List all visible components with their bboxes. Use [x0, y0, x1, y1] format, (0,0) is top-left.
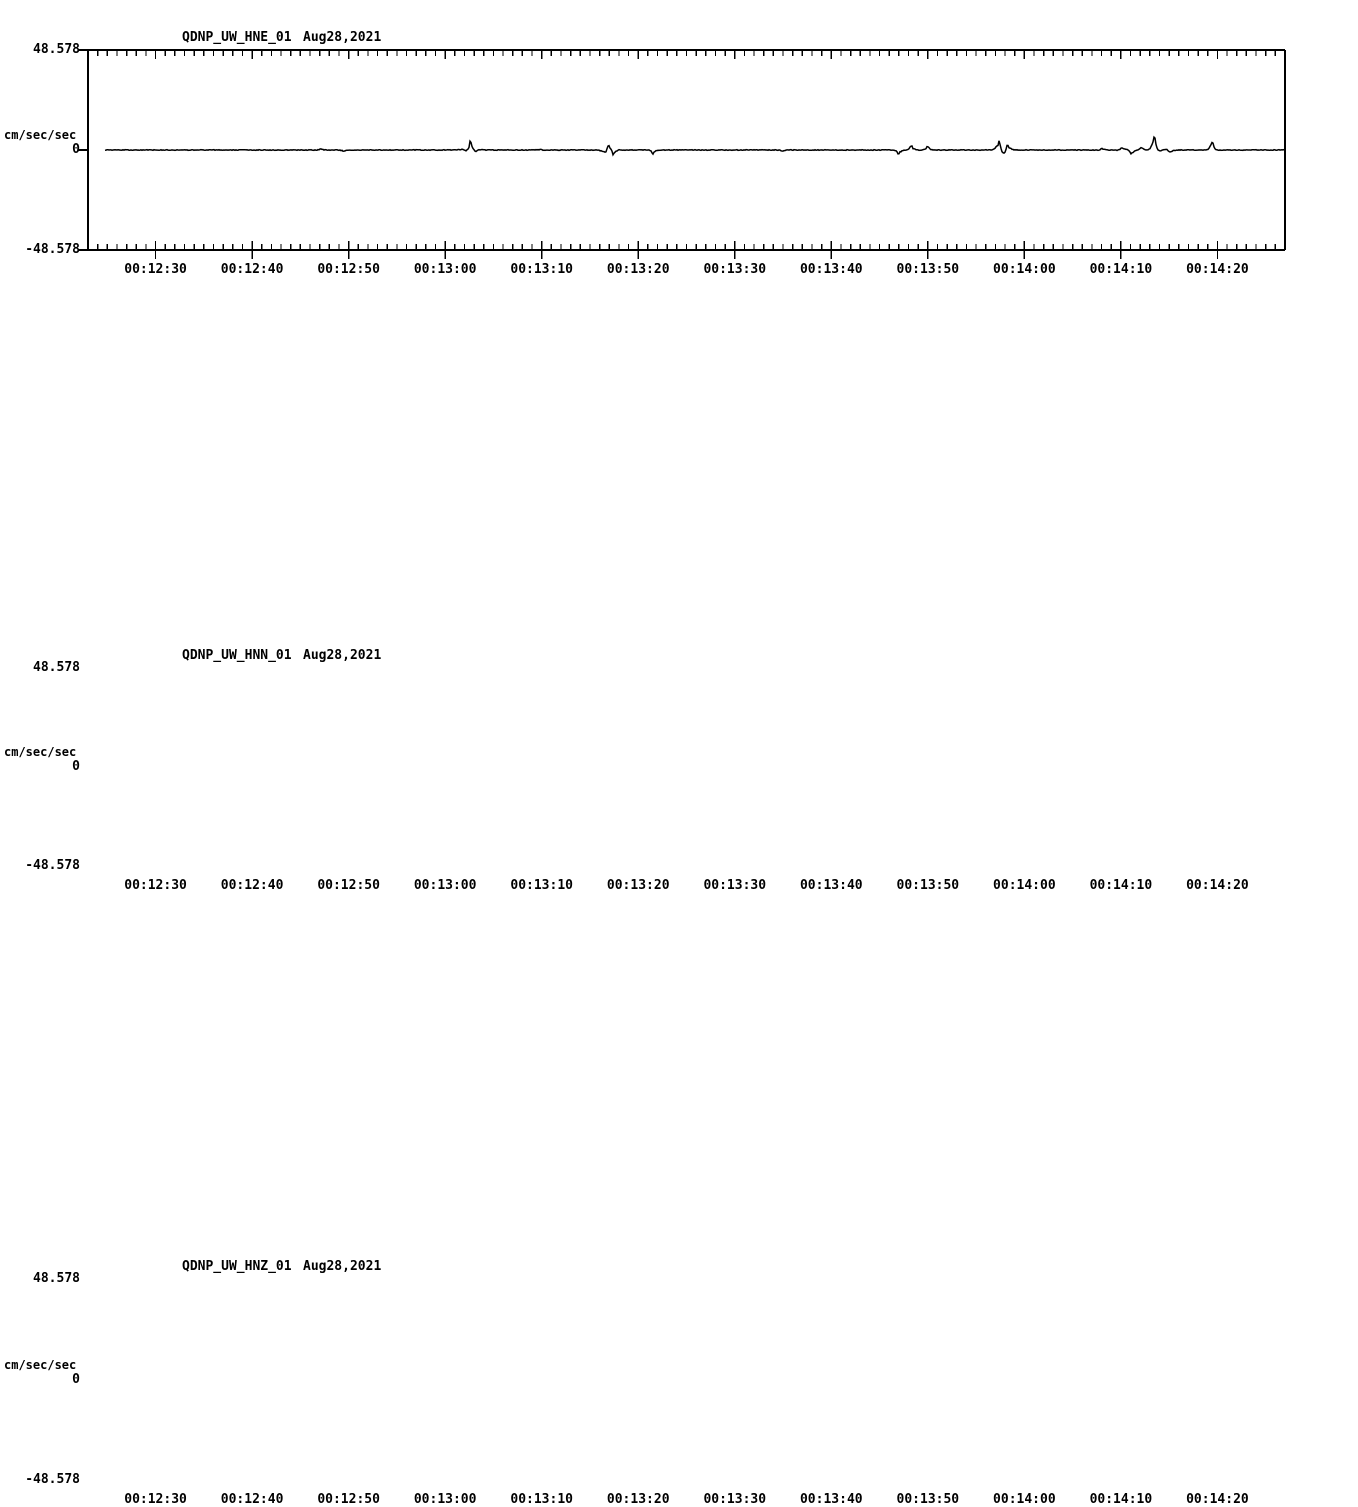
y-tick-label: 0 [72, 1372, 80, 1387]
x-tick-label: 00:14:10 [1089, 878, 1153, 893]
x-tick-label: 00:13:20 [606, 262, 670, 277]
x-tick-label: 00:13:50 [896, 878, 960, 893]
seismogram-panel-hnn: QDNP_UW_HNN_01 Aug28,2021 cm/sec/sec 48.578… [0, 308, 1358, 893]
seismogram-panel-hne: QDNP_UW_HNE_01 Aug28,2021 cm/sec/sec 48.578… [0, 0, 1358, 300]
y-axis-unit-label: cm/sec/sec [4, 128, 77, 142]
y-tick-label: 0 [72, 759, 80, 774]
plot-title: QDNP_UW_HNE_01 [182, 30, 292, 45]
x-tick-label: 00:14:20 [1186, 262, 1249, 277]
plot-date: Aug28,2021 [303, 30, 382, 45]
y-tick-label: -48.578 [25, 858, 80, 873]
x-tick-label: 00:13:00 [413, 262, 477, 277]
x-tick-label: 00:14:10 [1089, 262, 1153, 277]
x-tick-label: 00:12:40 [220, 878, 284, 893]
x-tick-label: 00:13:10 [510, 262, 573, 277]
plot-canvas [0, 308, 1358, 608]
seismogram-panel-hnz: QDNP_UW_HNZ_01 Aug28,2021 cm/sec/sec 48.578… [0, 614, 1358, 1507]
x-tick-label: 00:13:20 [606, 878, 670, 893]
y-tick-label: 48.578 [33, 1271, 80, 1286]
y-tick-label: -48.578 [25, 1472, 80, 1487]
plot-canvas [78, 49, 1286, 259]
y-tick-label: -48.578 [25, 242, 80, 257]
x-tick-label: 00:14:20 [1186, 878, 1249, 893]
x-tick-label: 00:13:50 [896, 262, 960, 277]
x-tick-label: 00:12:30 [124, 262, 187, 277]
x-tick-label: 00:12:50 [317, 878, 380, 893]
x-tick-label: 00:13:30 [703, 262, 767, 277]
y-tick-label: 48.578 [33, 660, 80, 675]
x-tick-label: 00:12:40 [220, 262, 284, 277]
x-tick-label: 00:12:50 [317, 262, 380, 277]
x-tick-label: 00:14:00 [993, 878, 1056, 893]
y-tick-label: 48.578 [33, 42, 80, 57]
plot-date: Aug28,2021 [303, 1259, 382, 1274]
waveform-trace [104, 135, 1286, 157]
x-tick-label: 00:14:20 [1186, 1492, 1249, 1507]
x-tick-label: 00:14:00 [993, 262, 1056, 277]
plot-date: Aug28,2021 [303, 648, 382, 663]
plot-title: QDNP_UW_HNN_01 [182, 648, 292, 663]
y-axis-unit-label: cm/sec/sec [4, 1358, 77, 1372]
x-tick-label: 00:13:40 [799, 262, 863, 277]
x-tick-label: 00:13:00 [413, 878, 477, 893]
x-tick-label: 00:13:30 [703, 878, 767, 893]
x-tick-label: 00:13:40 [799, 878, 863, 893]
y-axis-unit-label: cm/sec/sec [4, 745, 77, 759]
y-tick-label: 0 [72, 142, 80, 157]
x-tick-label: 00:13:10 [510, 878, 573, 893]
plot-title: QDNP_UW_HNZ_01 [182, 1259, 292, 1274]
plot-canvas [0, 614, 1358, 914]
x-tick-label: 00:12:30 [124, 878, 187, 893]
